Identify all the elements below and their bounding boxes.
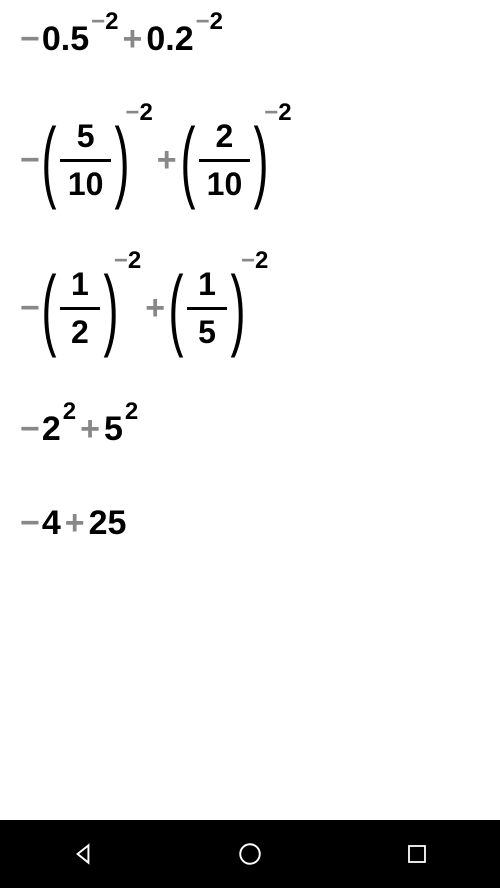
exponent: −2	[114, 247, 141, 275]
equation-line-5: − 4 + 25	[18, 504, 482, 543]
fraction: 1 5	[187, 262, 227, 355]
denominator: 10	[199, 162, 251, 207]
plus-sign: +	[65, 504, 85, 543]
back-icon[interactable]	[68, 839, 98, 869]
left-paren: (	[41, 125, 56, 197]
numerator: 2	[208, 114, 242, 159]
fraction: 1 2	[60, 262, 100, 355]
base-value: 0.2	[146, 20, 193, 59]
plus-sign: +	[145, 289, 165, 328]
paren-group: ( 1 5 )	[169, 262, 245, 355]
equation-line-1: − 0.5 −2 + 0.2 −2	[18, 20, 482, 59]
base-value: 2	[42, 410, 61, 449]
numerator: 1	[190, 262, 224, 307]
fraction: 2 10	[199, 114, 251, 207]
fraction: 5 10	[60, 114, 112, 207]
numerator: 1	[63, 262, 97, 307]
home-icon[interactable]	[235, 839, 265, 869]
exponent: −2	[91, 8, 118, 36]
right-paren: )	[231, 273, 246, 345]
value: 4	[42, 504, 61, 543]
navigation-bar	[0, 820, 500, 888]
base-value: 0.5	[42, 20, 89, 59]
right-paren: )	[115, 125, 130, 197]
paren-group: ( 5 10 )	[42, 114, 130, 207]
base-value: 5	[104, 410, 123, 449]
exponent: −2	[125, 99, 152, 127]
left-paren: (	[180, 125, 195, 197]
exponent: 2	[125, 398, 138, 426]
plus-sign: +	[80, 410, 100, 449]
plus-sign: +	[123, 20, 143, 59]
minus-sign: −	[20, 289, 40, 328]
value: 25	[89, 504, 127, 543]
numerator: 5	[69, 114, 103, 159]
left-paren: (	[41, 273, 56, 345]
equation-line-4: − 2 2 + 5 2	[18, 410, 482, 449]
equation-line-3: − ( 1 2 ) −2 + ( 1 5 ) −2	[18, 262, 482, 355]
left-paren: (	[169, 273, 184, 345]
minus-sign: −	[20, 20, 40, 59]
exponent: −2	[196, 8, 223, 36]
exponent: −2	[241, 247, 268, 275]
equation-line-2: − ( 5 10 ) −2 + ( 2 10 ) −2	[18, 114, 482, 207]
recent-apps-icon[interactable]	[402, 839, 432, 869]
minus-sign: −	[20, 504, 40, 543]
denominator: 10	[60, 162, 112, 207]
plus-sign: +	[157, 141, 177, 180]
math-content: − 0.5 −2 + 0.2 −2 − ( 5 10 ) −2 + (	[0, 0, 500, 820]
exponent: 2	[63, 398, 76, 426]
right-paren: )	[254, 125, 269, 197]
minus-sign: −	[20, 410, 40, 449]
denominator: 5	[190, 310, 224, 355]
denominator: 2	[63, 310, 97, 355]
exponent: −2	[264, 99, 291, 127]
paren-group: ( 1 2 )	[42, 262, 118, 355]
right-paren: )	[103, 273, 118, 345]
paren-group: ( 2 10 )	[181, 114, 269, 207]
minus-sign: −	[20, 141, 40, 180]
